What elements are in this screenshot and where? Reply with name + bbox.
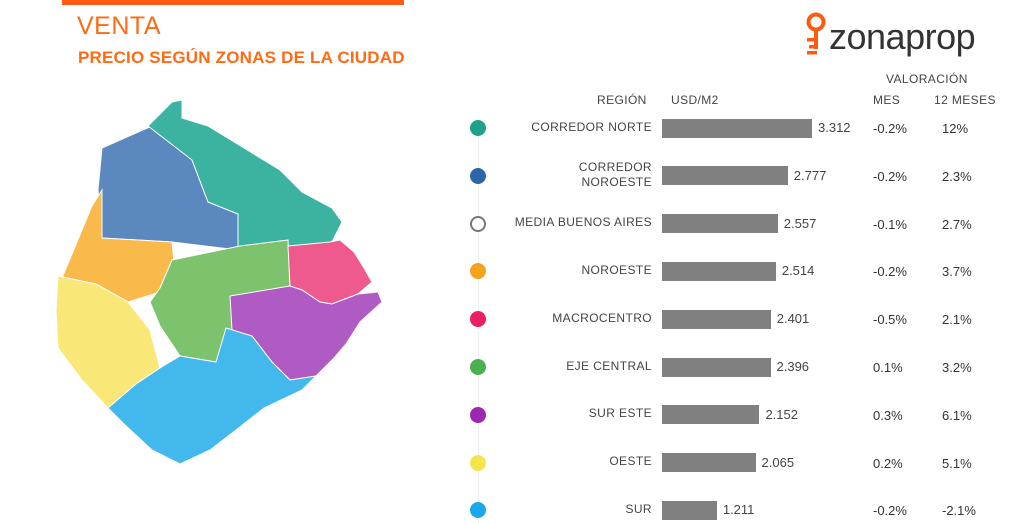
valuation-header: VALORACIÓN xyxy=(886,72,968,86)
year-change: 5.1% xyxy=(942,455,972,471)
legend-dot-macrocentro xyxy=(470,311,486,328)
month-change: -0.2% xyxy=(873,264,907,280)
region-label-sur: SUR xyxy=(482,502,652,517)
year-change: 2.1% xyxy=(942,312,972,328)
region-label-line: EJE CENTRAL xyxy=(566,358,652,373)
month-header: MES xyxy=(873,93,901,107)
year-change: 6.1% xyxy=(942,407,972,423)
month-change: -0.5% xyxy=(873,312,907,328)
bar-value-label: 2.396 xyxy=(776,359,810,374)
month-change: -0.2% xyxy=(873,121,907,136)
region-label-line: OESTE xyxy=(609,454,652,469)
legend-dot-sur-este xyxy=(470,406,486,423)
month-change: 0.3% xyxy=(873,407,903,423)
bar-macrocentro xyxy=(662,309,771,329)
region-header: REGIÓN xyxy=(597,93,647,107)
bar-value-label: 2.557 xyxy=(783,215,817,231)
region-label-corredor-noroeste: CORREDOR NOROESTE xyxy=(482,160,652,190)
bar-sur-este xyxy=(662,405,760,425)
bar-sur xyxy=(662,500,717,520)
year-change: 3.2% xyxy=(942,360,972,375)
month-change: -0.1% xyxy=(873,216,907,232)
region-label-line: SUR ESTE xyxy=(588,406,652,421)
legend-dot-noroeste xyxy=(470,263,486,280)
month-change: 0.2% xyxy=(873,455,903,471)
page-subtitle: PRECIO SEGÚN ZONAS DE LA CIUDAD xyxy=(78,48,405,67)
year-change: -2.1% xyxy=(942,503,976,519)
bar-eje-central xyxy=(662,357,771,377)
year-change: 2.7% xyxy=(942,216,972,232)
bar-value-label: 3.312 xyxy=(818,120,851,135)
bar-corredor-norte xyxy=(662,118,812,138)
logo-wordmark: zonaprop xyxy=(829,16,976,57)
region-label-line: SUR xyxy=(625,501,652,516)
region-label-oeste: OESTE xyxy=(482,454,652,469)
key-pin-icon xyxy=(806,12,826,55)
map-zone-corredor-norte xyxy=(147,99,343,251)
zonaprop-logo: zonaprop xyxy=(803,12,1003,62)
region-label-media-buenos-aires: MEDIA BUENOS AIRES xyxy=(482,215,652,230)
bar-value-label: 2.401 xyxy=(776,311,810,327)
city-zones-map xyxy=(55,99,383,465)
region-label-sur-este: SUR ESTE xyxy=(482,406,652,421)
bar-media-buenos-aires xyxy=(662,214,778,234)
legend-dot-corredor-norte xyxy=(470,120,486,136)
region-label-line: MEDIA BUENOS AIRES xyxy=(514,215,652,230)
region-label-noroeste: NOROESTE xyxy=(482,263,652,278)
bar-oeste xyxy=(662,453,756,473)
region-label-line: CORREDOR xyxy=(578,159,652,174)
region-label-eje-central: EJE CENTRAL xyxy=(482,359,652,374)
bar-value-label: 2.514 xyxy=(781,263,815,279)
bar-value-label: 1.211 xyxy=(722,502,755,518)
map-zone-sur xyxy=(107,327,318,465)
bar-noroeste xyxy=(662,261,776,281)
bar-value-label: 2.065 xyxy=(761,454,795,470)
page-title: VENTA xyxy=(77,12,161,40)
region-label-macrocentro: MACROCENTRO xyxy=(482,311,652,326)
bar-value-label: 2.152 xyxy=(765,406,798,422)
legend-dot-sur xyxy=(470,502,486,519)
region-label-line: NOROESTE xyxy=(581,174,652,189)
month-change: 0.1% xyxy=(873,360,903,375)
region-label-line: MACROCENTRO xyxy=(552,310,652,325)
bar-value-label: 2.777 xyxy=(793,167,827,183)
legend-dot-eje-central xyxy=(470,359,486,375)
legend-dot-oeste xyxy=(470,454,486,471)
bar-corredor-noroeste xyxy=(662,166,788,186)
top-accent-bar xyxy=(62,0,404,5)
region-label-corredor-norte: CORREDOR NORTE xyxy=(482,120,652,135)
month-change: -0.2% xyxy=(873,168,907,184)
legend-dot-corredor-noroeste xyxy=(470,167,486,184)
year-change: 2.3% xyxy=(942,168,972,184)
year-change: 3.7% xyxy=(942,264,972,280)
year-header: 12 MESES xyxy=(934,93,996,107)
legend-dot-media-buenos-aires xyxy=(470,215,486,232)
region-label-line: NOROESTE xyxy=(581,262,652,277)
year-change: 12% xyxy=(942,121,969,136)
price-header: USD/M2 xyxy=(671,93,719,107)
region-label-line: CORREDOR NORTE xyxy=(531,119,652,134)
month-change: -0.2% xyxy=(873,503,907,519)
